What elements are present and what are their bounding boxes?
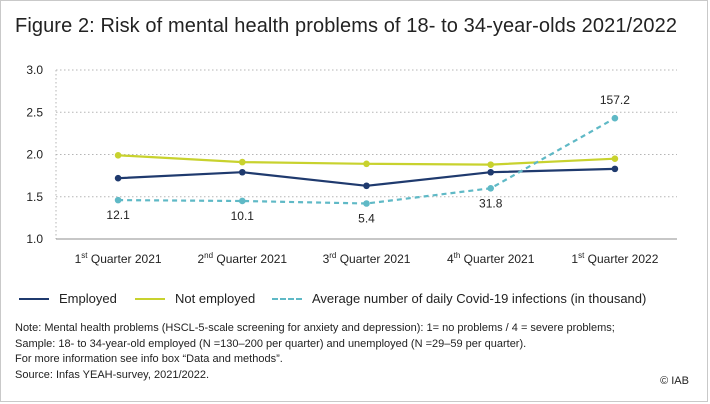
data-point xyxy=(239,158,246,166)
legend-item-not-employed: Not employed xyxy=(135,291,255,306)
copyright: © IAB xyxy=(660,375,689,387)
data-point xyxy=(487,161,495,168)
y-tick-label: 3.0 xyxy=(26,63,43,77)
legend-item-covid: Average number of daily Covid-19 infecti… xyxy=(272,291,646,306)
x-tick-label: 1st Quarter 2022 xyxy=(571,251,658,266)
data-point xyxy=(239,168,246,176)
data-point xyxy=(114,196,122,204)
data-point xyxy=(114,174,122,182)
source-line: Source: Infas YEAH-survey, 2021/2022. xyxy=(15,368,210,381)
legend-swatch-not-employed xyxy=(135,297,165,300)
data-point xyxy=(363,200,370,207)
note-line: Sample: 18- to 34-year-old employed (N =… xyxy=(15,337,527,350)
data-point xyxy=(611,165,619,173)
data-point xyxy=(363,160,370,168)
x-tick-label: 2nd Quarter 2021 xyxy=(197,251,287,266)
legend-label-employed: Employed xyxy=(59,291,117,306)
data-point xyxy=(114,152,122,159)
x-tick-label: 3rd Quarter 2021 xyxy=(323,251,411,266)
data-label: 157.2 xyxy=(600,93,630,107)
y-tick-label: 2.5 xyxy=(26,105,43,119)
legend-swatch-covid xyxy=(272,297,302,300)
data-point xyxy=(487,185,495,192)
data-point xyxy=(363,182,370,190)
y-tick-label: 2.0 xyxy=(26,148,43,162)
legend-label-not-employed: Not employed xyxy=(175,291,256,306)
x-tick-label: 1st Quarter 2021 xyxy=(75,251,162,266)
data-label: 5.4 xyxy=(358,212,375,226)
legend-label-covid: Average number of daily Covid-19 infecti… xyxy=(312,291,647,306)
note-line: For more information see info box “Data … xyxy=(15,353,283,365)
data-label: 10.1 xyxy=(231,209,255,223)
legend-swatch-employed xyxy=(19,297,49,300)
data-point xyxy=(239,197,246,205)
data-point xyxy=(611,155,619,163)
data-point xyxy=(611,114,619,122)
y-tick-label: 1.5 xyxy=(26,190,43,204)
line-chart: 1.0 1.5 2.0 2.5 3.0 1st Quarter 2021 2nd Quart… xyxy=(26,63,677,266)
x-tick-label: 4th Quarter 2021 xyxy=(447,251,535,266)
legend: Employed Not employed Average number of … xyxy=(19,291,699,311)
chart-title: Figure 2: Risk of mental health problems… xyxy=(15,15,678,37)
footnote: Note: Mental health problems (HSCL-5-sca… xyxy=(15,321,665,383)
data-label: 31.8 xyxy=(479,196,503,210)
legend-item-employed: Employed xyxy=(19,291,117,306)
data-point xyxy=(487,168,495,176)
data-label: 12.1 xyxy=(106,208,130,222)
note-line: Note: Mental health problems (HSCL-5-sca… xyxy=(15,322,615,334)
y-tick-label: 1.0 xyxy=(26,232,43,246)
series-line-2 xyxy=(118,117,616,205)
